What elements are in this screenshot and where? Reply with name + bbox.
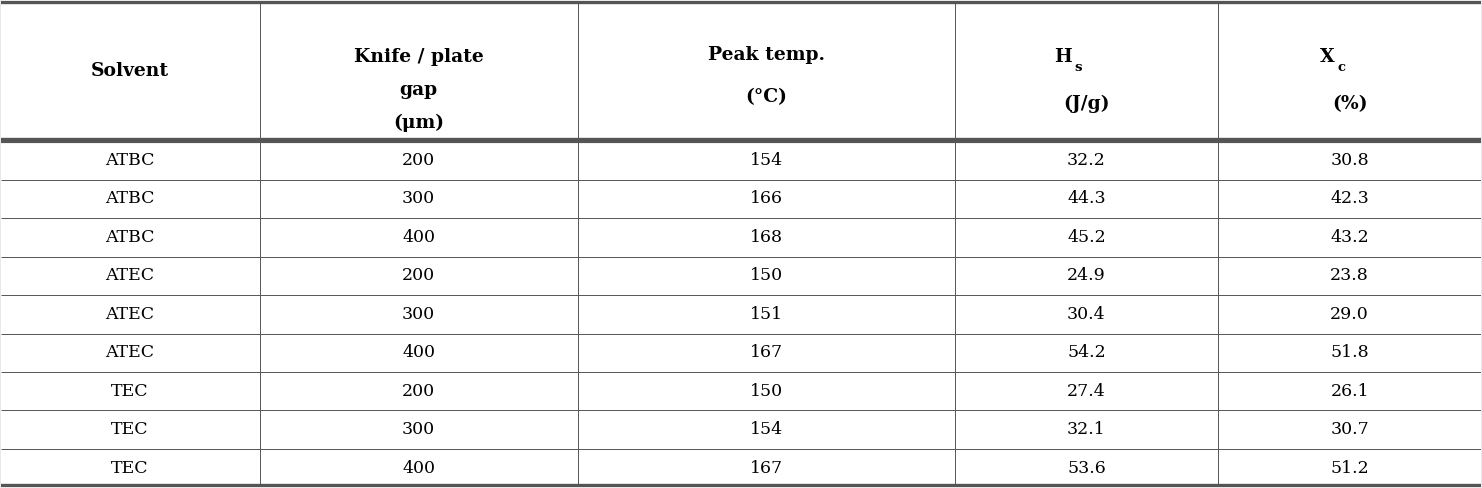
Text: ATBC: ATBC — [105, 152, 154, 169]
Text: 26.1: 26.1 — [1331, 383, 1369, 400]
Text: ATEC: ATEC — [105, 344, 154, 361]
Text: TEC: TEC — [111, 421, 148, 438]
Text: 23.8: 23.8 — [1331, 267, 1369, 285]
Text: TEC: TEC — [111, 460, 148, 477]
Text: 400: 400 — [402, 344, 436, 361]
Text: (°C): (°C) — [745, 88, 787, 106]
Text: 51.2: 51.2 — [1331, 460, 1369, 477]
Text: c: c — [1338, 61, 1346, 74]
Text: ATBC: ATBC — [105, 190, 154, 207]
Text: s: s — [1074, 61, 1082, 74]
Text: 45.2: 45.2 — [1067, 229, 1106, 246]
Text: 200: 200 — [402, 383, 436, 400]
Text: Knife / plate: Knife / plate — [354, 48, 483, 66]
Text: (μm): (μm) — [393, 113, 445, 132]
Text: 200: 200 — [402, 152, 436, 169]
Text: H: H — [1054, 48, 1071, 66]
Text: 200: 200 — [402, 267, 436, 285]
Text: 54.2: 54.2 — [1067, 344, 1106, 361]
Text: 166: 166 — [750, 190, 782, 207]
Text: 44.3: 44.3 — [1067, 190, 1106, 207]
Text: (J/g): (J/g) — [1063, 95, 1110, 113]
Text: TEC: TEC — [111, 383, 148, 400]
Text: 151: 151 — [750, 306, 782, 323]
Text: 400: 400 — [402, 460, 436, 477]
Text: 30.7: 30.7 — [1331, 421, 1369, 438]
Text: 168: 168 — [750, 229, 782, 246]
Text: X: X — [1320, 48, 1335, 66]
Text: 400: 400 — [402, 229, 436, 246]
Text: 300: 300 — [402, 421, 436, 438]
Text: 154: 154 — [750, 421, 782, 438]
Text: ATEC: ATEC — [105, 267, 154, 285]
Text: 24.9: 24.9 — [1067, 267, 1106, 285]
Text: 150: 150 — [750, 267, 782, 285]
Text: 43.2: 43.2 — [1331, 229, 1369, 246]
Text: 53.6: 53.6 — [1067, 460, 1106, 477]
Text: 30.4: 30.4 — [1067, 306, 1106, 323]
Text: 42.3: 42.3 — [1331, 190, 1369, 207]
Text: (%): (%) — [1332, 95, 1368, 113]
Text: 29.0: 29.0 — [1331, 306, 1369, 323]
Text: ATBC: ATBC — [105, 229, 154, 246]
Text: 32.2: 32.2 — [1067, 152, 1106, 169]
Text: 154: 154 — [750, 152, 782, 169]
Text: 30.8: 30.8 — [1331, 152, 1369, 169]
Text: gap: gap — [400, 81, 437, 99]
Text: 167: 167 — [750, 344, 782, 361]
Text: 167: 167 — [750, 460, 782, 477]
Text: 32.1: 32.1 — [1067, 421, 1106, 438]
Text: 150: 150 — [750, 383, 782, 400]
Text: Peak temp.: Peak temp. — [707, 45, 824, 63]
Text: Solvent: Solvent — [90, 62, 169, 80]
Text: ATEC: ATEC — [105, 306, 154, 323]
Text: 27.4: 27.4 — [1067, 383, 1106, 400]
Text: 300: 300 — [402, 306, 436, 323]
Text: 51.8: 51.8 — [1331, 344, 1369, 361]
Text: 300: 300 — [402, 190, 436, 207]
